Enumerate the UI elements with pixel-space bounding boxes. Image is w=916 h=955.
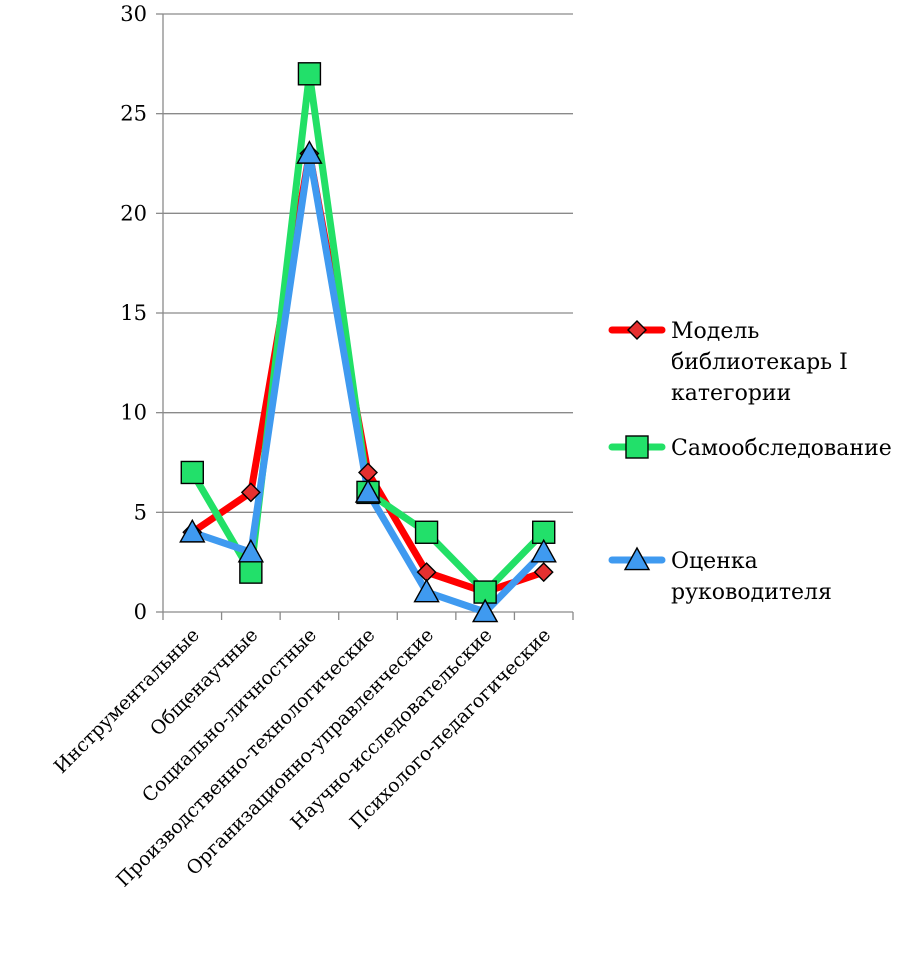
y-tick-label-20: 20 bbox=[120, 201, 147, 225]
legend-marker-1 bbox=[625, 435, 649, 459]
x-axis-category-labels: ИнструментальныеОбщенаучныеСоциально-лич… bbox=[50, 624, 555, 891]
series-line-0 bbox=[188, 150, 548, 596]
legend-marker-2 bbox=[623, 546, 651, 571]
series-1-point-4 bbox=[414, 520, 439, 544]
y-tick-label-5: 5 bbox=[134, 500, 147, 524]
series-1-point-0 bbox=[180, 460, 204, 485]
series-line-2 bbox=[188, 150, 548, 616]
series-2-point-4 bbox=[413, 578, 440, 603]
legend-marker-0 bbox=[627, 320, 647, 340]
series-markers bbox=[179, 62, 557, 623]
legend-label-2-1: руководителя bbox=[671, 580, 832, 605]
y-tick-label-10: 10 bbox=[120, 401, 147, 425]
y-tick-label-0: 0 bbox=[134, 600, 147, 624]
series-2-point-3 bbox=[354, 478, 382, 503]
legend-label-0-2: категории bbox=[671, 381, 791, 406]
y-tick-label-15: 15 bbox=[120, 301, 147, 325]
series-1-point-1 bbox=[239, 560, 263, 584]
y-tick-label-30: 30 bbox=[120, 2, 147, 26]
series-2-point-2 bbox=[296, 140, 323, 164]
series-2-point-0 bbox=[179, 518, 206, 543]
gridlines bbox=[163, 13, 573, 513]
x-category-label-1: Общенаучные bbox=[146, 624, 262, 740]
legend-label-0-0: Модель bbox=[671, 319, 759, 344]
series-2-point-6 bbox=[530, 538, 557, 563]
series-lines bbox=[188, 70, 548, 616]
y-axis-tick-labels: 0 5 10 15 20 25 30 bbox=[120, 2, 147, 624]
legend-label-2-0: Оценка bbox=[671, 549, 758, 574]
axes bbox=[156, 13, 574, 620]
legend-label-1-0: Самообследование bbox=[671, 436, 892, 461]
series-0-point-6 bbox=[533, 562, 554, 583]
series-1-point-2 bbox=[297, 62, 322, 86]
legend-label-0-1: библиотекарь I bbox=[671, 350, 848, 375]
series-2-point-5 bbox=[471, 598, 499, 623]
y-tick-label-25: 25 bbox=[120, 102, 147, 126]
legend: Модель библиотекарь I категории Самообследо… bbox=[608, 319, 892, 605]
series-0-point-1 bbox=[240, 482, 261, 503]
series-line-1 bbox=[188, 70, 548, 596]
series-2-point-1 bbox=[237, 538, 265, 563]
